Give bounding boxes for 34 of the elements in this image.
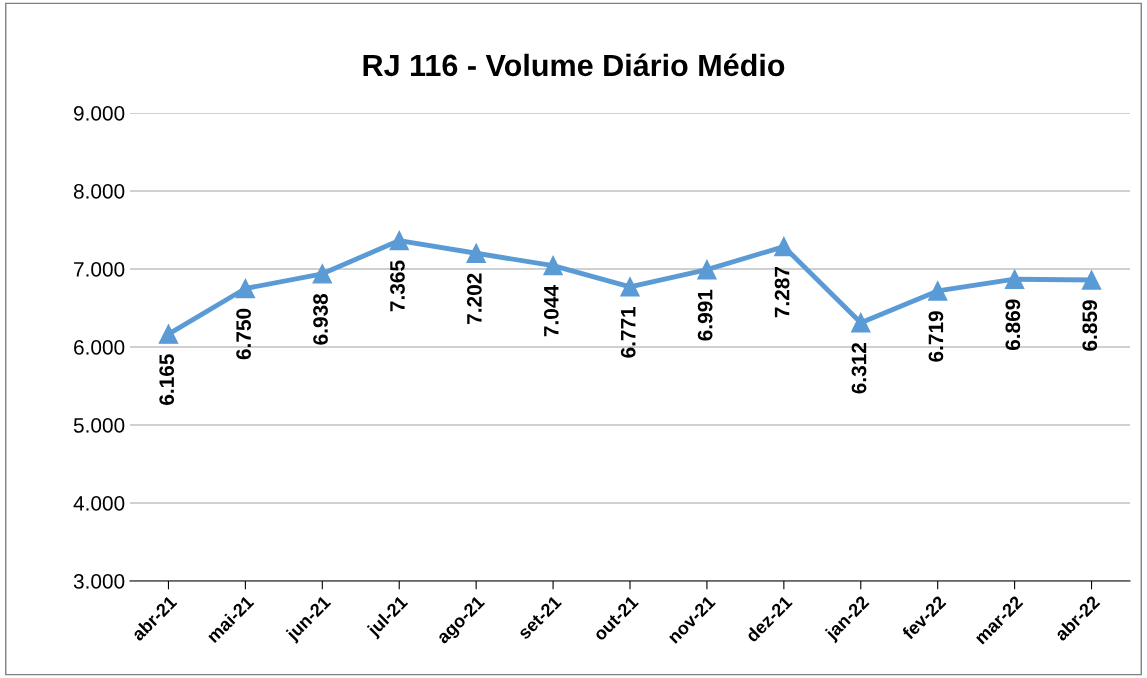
y-tick-label: 5.000 bbox=[73, 418, 125, 433]
data-label: 6.938 bbox=[313, 293, 328, 345]
point bbox=[774, 236, 794, 257]
data-label: 7.202 bbox=[466, 273, 482, 324]
point bbox=[312, 264, 333, 284]
data-label: 6.719 bbox=[928, 311, 944, 362]
y-tick-label: 6.000 bbox=[74, 340, 125, 355]
data-label: 6.312 bbox=[851, 342, 867, 394]
point bbox=[543, 255, 563, 276]
point bbox=[1004, 269, 1025, 289]
point bbox=[1081, 270, 1102, 290]
point bbox=[851, 312, 871, 333]
data-label: 6.859 bbox=[1082, 300, 1098, 351]
data-label: 7.044 bbox=[543, 285, 559, 337]
data-label: 6.771 bbox=[620, 306, 636, 358]
y-tick-label: 7.000 bbox=[74, 262, 125, 277]
y-tick-label: 9.000 bbox=[73, 106, 125, 121]
point bbox=[158, 324, 179, 344]
data-label: 7.287 bbox=[774, 266, 790, 318]
point bbox=[466, 243, 486, 263]
y-tick-label: 3.000 bbox=[73, 574, 125, 589]
data-label: 6.991 bbox=[697, 289, 713, 341]
point bbox=[697, 259, 717, 280]
data-label: 7.365 bbox=[390, 260, 405, 312]
point bbox=[389, 230, 409, 251]
y-tick-label: 4.000 bbox=[73, 496, 125, 511]
data-label: 6.869 bbox=[1005, 299, 1021, 351]
point bbox=[927, 281, 948, 301]
point bbox=[620, 277, 640, 297]
chart-title: RJ 116 - Volume Diário Médio bbox=[363, 53, 785, 77]
data-label: 6.165 bbox=[159, 354, 175, 405]
point bbox=[235, 278, 256, 299]
y-tick-label: 8.000 bbox=[73, 184, 125, 199]
data-label: 6.750 bbox=[236, 308, 251, 360]
